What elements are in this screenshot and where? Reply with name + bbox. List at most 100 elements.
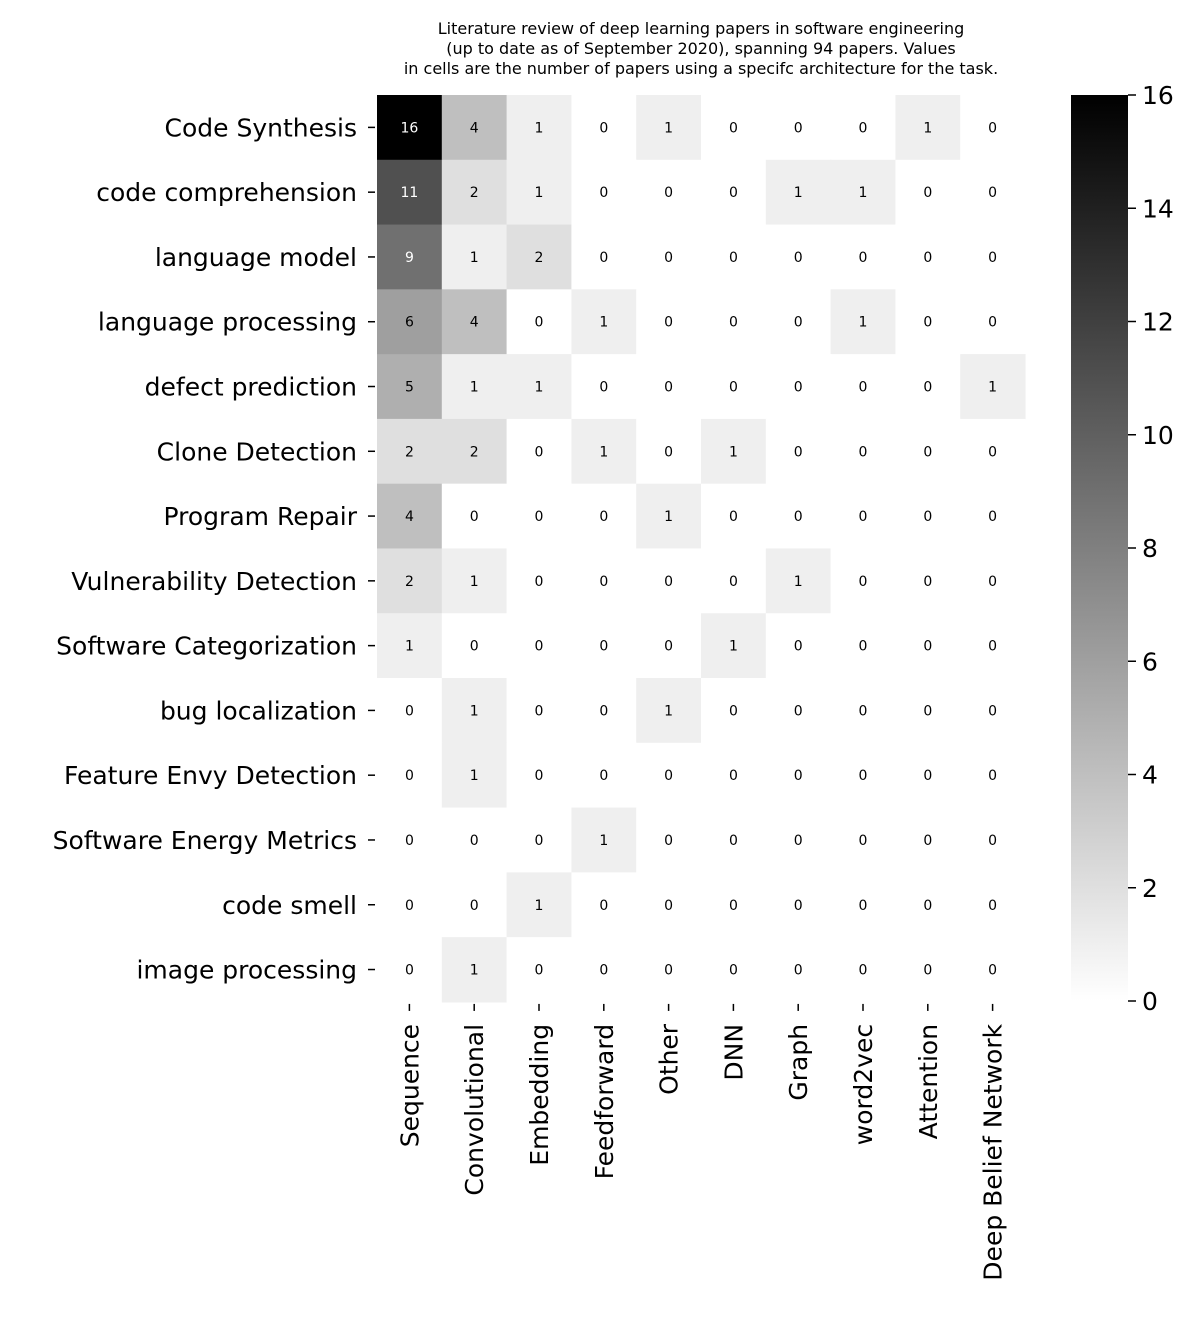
cell-value-label: 0 bbox=[923, 768, 932, 784]
heatmap-cell bbox=[701, 742, 767, 809]
cell-value-label: 0 bbox=[859, 833, 868, 849]
cell-value-label: 0 bbox=[664, 768, 673, 784]
cell-value-label: 16 bbox=[400, 120, 418, 136]
column-label: Sequence bbox=[395, 1024, 424, 1147]
cell-value-label: 0 bbox=[988, 768, 997, 784]
cell-value-label: 0 bbox=[923, 185, 932, 201]
heatmap-cell bbox=[895, 483, 961, 550]
cell-value-label: 0 bbox=[923, 315, 932, 331]
cell-value-label: 0 bbox=[664, 250, 673, 266]
cell-value-label: 0 bbox=[535, 963, 544, 979]
cell-value-label: 0 bbox=[729, 120, 738, 136]
heatmap-cell bbox=[506, 289, 572, 355]
heatmap-cell bbox=[506, 418, 572, 485]
cell-value-label: 0 bbox=[535, 703, 544, 719]
cell-value-label: 1 bbox=[599, 315, 608, 331]
heatmap-cell bbox=[441, 807, 508, 873]
heatmap-cell bbox=[765, 872, 832, 938]
cell-value-label: 0 bbox=[535, 444, 544, 460]
column-label: Attention bbox=[914, 1024, 943, 1139]
column-labels: Sequence Convolutional Embedding Feedforwar… bbox=[395, 1003, 1008, 1281]
column-label: DNN bbox=[719, 1024, 748, 1081]
cell-value-label: 0 bbox=[535, 509, 544, 525]
heatmap-cell bbox=[895, 872, 961, 938]
heatmap-cell bbox=[571, 807, 637, 873]
heatmap-cell bbox=[377, 548, 443, 614]
heatmap-cell bbox=[830, 742, 896, 809]
cell-value-label: 2 bbox=[535, 250, 544, 266]
cell-value-label: 1 bbox=[470, 703, 479, 719]
heatmap-cell bbox=[441, 224, 508, 290]
cell-value-label: 0 bbox=[923, 898, 932, 914]
heatmap-cell bbox=[506, 872, 572, 938]
row-label: Clone Detection bbox=[157, 437, 357, 466]
cell-value-label: 0 bbox=[470, 898, 479, 914]
cell-value-label: 0 bbox=[859, 768, 868, 784]
cell-value-label: 1 bbox=[470, 963, 479, 979]
heatmap-cell bbox=[506, 742, 572, 809]
cell-value-label: 0 bbox=[794, 833, 803, 849]
heatmap-cell bbox=[701, 872, 767, 938]
cell-value-label: 0 bbox=[859, 120, 868, 136]
cell-value-label: 1 bbox=[599, 444, 608, 460]
cell-value-label: 0 bbox=[988, 703, 997, 719]
heatmap-cell bbox=[377, 678, 443, 744]
heatmap-cell bbox=[571, 937, 637, 1003]
heatmap-cell bbox=[765, 159, 832, 226]
heatmap-cell bbox=[960, 224, 1026, 290]
heatmap-cell bbox=[377, 613, 443, 679]
heatmap-cell bbox=[377, 354, 443, 420]
heatmap-cell bbox=[765, 289, 832, 355]
colorbar-tick-label: 4 bbox=[1142, 761, 1158, 790]
heatmap-cell bbox=[765, 937, 832, 1003]
heatmap-cell bbox=[506, 937, 572, 1003]
heatmap-cell bbox=[701, 418, 767, 485]
heatmap-cell bbox=[830, 418, 896, 485]
cell-value-label: 0 bbox=[859, 250, 868, 266]
cell-value-label: 0 bbox=[535, 833, 544, 849]
cell-value-label: 0 bbox=[664, 574, 673, 590]
cell-value-label: 0 bbox=[794, 703, 803, 719]
heatmap-cell bbox=[571, 483, 637, 550]
heatmap-cell bbox=[830, 548, 896, 614]
cell-value-label: 0 bbox=[599, 250, 608, 266]
colorbar-tick-label: 0 bbox=[1142, 987, 1158, 1016]
cell-value-label: 0 bbox=[664, 963, 673, 979]
cell-value-label: 1 bbox=[859, 185, 868, 201]
cell-value-label: 0 bbox=[664, 380, 673, 396]
cell-value-label: 0 bbox=[729, 574, 738, 590]
heatmap-cell bbox=[636, 548, 702, 614]
heatmap-cell bbox=[441, 483, 508, 550]
heatmap-cell bbox=[506, 613, 572, 679]
heatmap-cell bbox=[636, 613, 702, 679]
row-labels: Code Synthesis code comprehension language… bbox=[53, 113, 375, 985]
heatmap-cell bbox=[636, 289, 702, 355]
colorbar-tick-label: 6 bbox=[1142, 647, 1158, 676]
cell-value-label: 0 bbox=[729, 380, 738, 396]
heatmap-cell bbox=[895, 678, 961, 744]
cell-value-label: 0 bbox=[405, 768, 414, 784]
cell-value-label: 0 bbox=[794, 250, 803, 266]
cell-value-label: 0 bbox=[599, 963, 608, 979]
cell-value-label: 1 bbox=[988, 380, 997, 396]
heatmap-cell bbox=[830, 159, 896, 226]
heatmap-cell bbox=[441, 354, 508, 420]
heatmap-cell bbox=[960, 807, 1026, 873]
cell-value-label: 0 bbox=[988, 963, 997, 979]
heatmap-cell bbox=[830, 678, 896, 744]
heatmap-cell bbox=[830, 224, 896, 290]
row-label: Software Energy Metrics bbox=[53, 826, 357, 855]
cell-value-label: 0 bbox=[664, 315, 673, 331]
heatmap-cell bbox=[895, 354, 961, 420]
heatmap-cell bbox=[377, 224, 443, 290]
heatmap-cell bbox=[765, 548, 832, 614]
cell-value-label: 0 bbox=[859, 898, 868, 914]
heatmap-cell bbox=[701, 159, 767, 226]
cell-value-label: 0 bbox=[729, 833, 738, 849]
heatmap-cell bbox=[701, 483, 767, 550]
heatmap-cell bbox=[636, 159, 702, 226]
row-label: bug localization bbox=[160, 696, 357, 725]
cell-value-label: 2 bbox=[470, 185, 479, 201]
heatmap-cell bbox=[701, 354, 767, 420]
heatmap-cell bbox=[377, 418, 443, 485]
